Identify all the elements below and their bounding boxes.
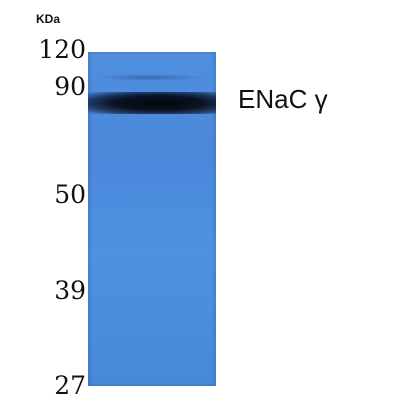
- faint-band: [96, 74, 206, 81]
- blot-lane: [88, 52, 216, 386]
- protein-label: ENaC γ: [238, 84, 328, 114]
- marker-39: 39: [54, 276, 86, 305]
- marker-90: 90: [54, 72, 86, 101]
- marker-27: 27: [54, 371, 86, 400]
- marker-120: 120: [38, 35, 86, 64]
- protein-band: [88, 92, 216, 114]
- unit-label: KDa: [36, 12, 61, 26]
- marker-50: 50: [54, 180, 86, 209]
